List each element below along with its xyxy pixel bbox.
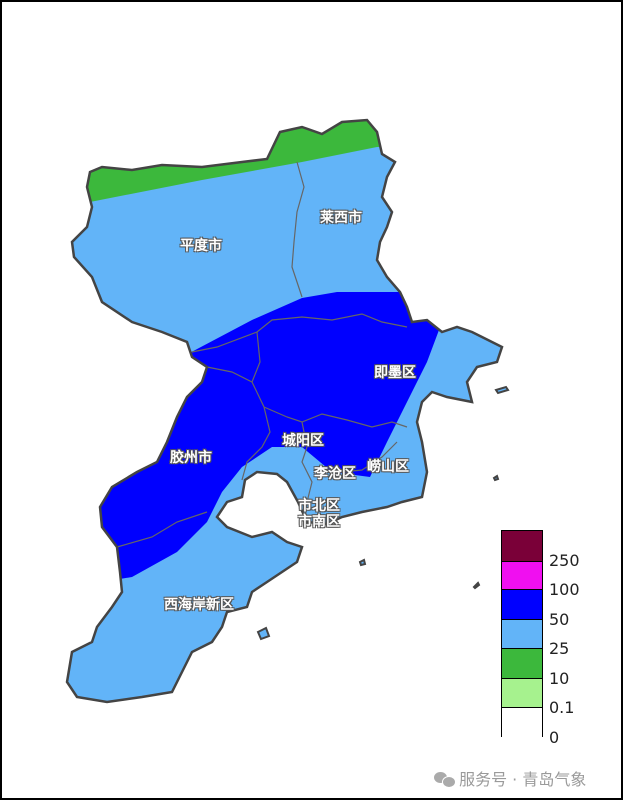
legend-swatch: [501, 561, 543, 589]
region-label-shinan: 市南区: [298, 514, 340, 530]
legend-swatch: [501, 648, 543, 678]
legend-swatch: [501, 678, 543, 707]
legend-tick: 50: [549, 610, 570, 629]
watermark-text: 服务号 · 青岛气象: [459, 770, 587, 789]
legend-swatch: [501, 619, 543, 648]
region-label-laoshan: 崂山区: [367, 459, 409, 475]
region-label-licang: 李沧区: [314, 466, 356, 482]
region-label-pingdu: 平度市: [180, 238, 222, 254]
legend-tick: 250: [549, 551, 580, 570]
legend-swatch: [501, 707, 543, 737]
legend-swatch: [501, 530, 543, 561]
legend-swatch: [501, 589, 543, 619]
region-label-shibei: 市北区: [298, 498, 340, 514]
wechat-icon: [434, 772, 456, 788]
legend-tick: 10: [549, 669, 570, 688]
region-label-jiaozhou: 胶州市: [170, 450, 212, 466]
legend-tick: 25: [549, 639, 570, 658]
legend-tick: 0.1: [549, 698, 575, 717]
region-label-jimo: 即墨区: [374, 365, 416, 381]
legend-tick: 100: [549, 580, 580, 599]
region-label-chengyang: 城阳区: [282, 433, 324, 449]
region-label-laixi: 莱西市: [320, 210, 362, 226]
region-label-west-coast: 西海岸新区: [164, 597, 234, 613]
watermark: 服务号 · 青岛气象: [434, 766, 586, 790]
district-boundaries: [116, 161, 408, 548]
legend-tick: 0: [549, 728, 560, 747]
legend: 250 100 50 25 10 0.1 0: [501, 530, 580, 747]
islands: [256, 385, 510, 641]
